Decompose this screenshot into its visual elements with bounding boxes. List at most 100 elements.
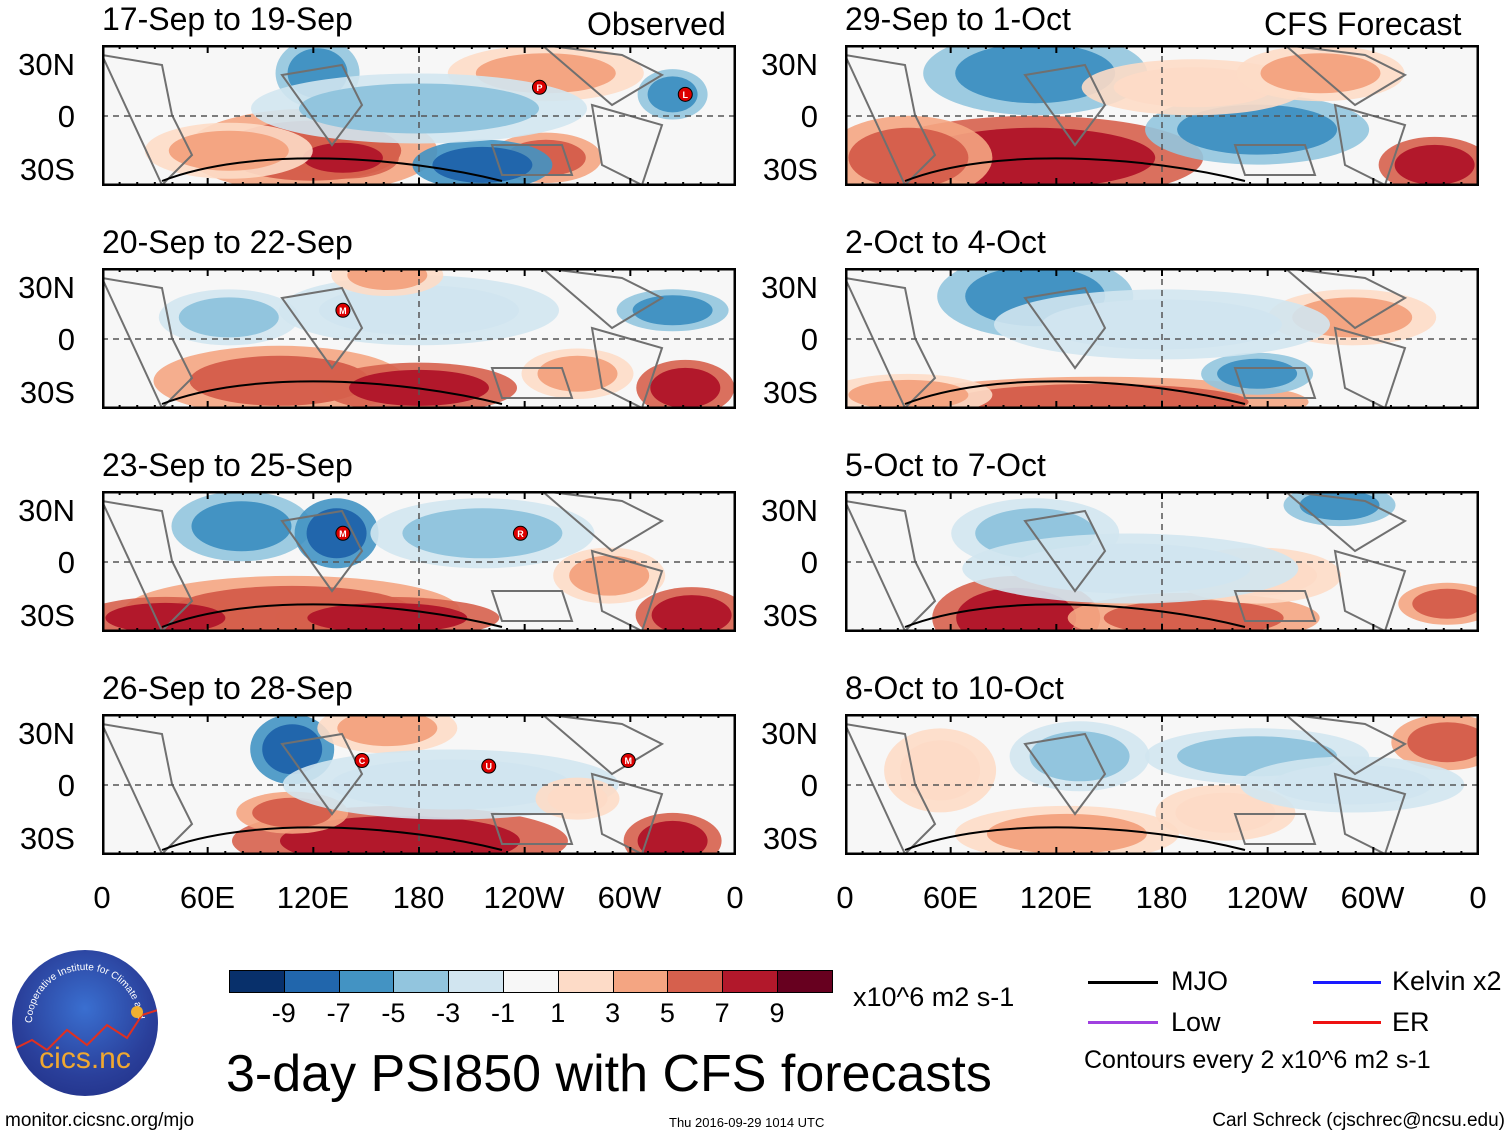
- anomaly-region: [1394, 144, 1475, 185]
- lon-label: 60W: [597, 880, 662, 915]
- tropical-cyclone-icon: U: [481, 758, 497, 774]
- lat-label: 30S: [19, 598, 75, 633]
- colorbar-tick-label: -9: [271, 998, 296, 1028]
- anomaly-region: [280, 815, 520, 855]
- legend-label-low: Low: [1171, 1007, 1221, 1037]
- panel-title: 29-Sep to 1-Oct: [845, 1, 1071, 37]
- anomaly-region: [650, 367, 721, 408]
- colorbar-swatch: [777, 970, 833, 993]
- mjo-contour: [161, 603, 503, 628]
- psi850-map-panel: [845, 491, 1479, 632]
- lat-label: 30S: [762, 821, 818, 856]
- lon-label: 120W: [483, 880, 565, 915]
- panel-title: 17-Sep to 19-Sep: [102, 1, 353, 37]
- lat-label: 0: [800, 545, 818, 580]
- storm-label: U: [485, 762, 492, 772]
- coastline: [1023, 286, 1107, 370]
- tropical-cyclone-icon: R: [512, 525, 528, 541]
- anomaly-region: [299, 83, 539, 134]
- colorbar-swatch: [229, 970, 285, 993]
- anomaly-region: [956, 587, 1077, 632]
- anomaly-region: [1175, 792, 1276, 833]
- colorbar-swatch: [667, 970, 724, 993]
- panel-title: 26-Sep to 28-Sep: [102, 670, 353, 706]
- coastline: [845, 53, 937, 186]
- coastline: [845, 722, 937, 855]
- lon-label: 60E: [922, 880, 979, 915]
- coastline: [540, 491, 665, 553]
- lat-label: 0: [57, 545, 75, 580]
- coastline: [1283, 491, 1408, 553]
- colorbar-swatch: [448, 970, 504, 993]
- coastline: [1233, 144, 1317, 176]
- colorbar-swatch: [722, 970, 778, 993]
- anomaly-region: [848, 127, 969, 186]
- lon-label: 60E: [179, 880, 236, 915]
- lon-label: 120E: [1019, 880, 1093, 915]
- tropical-cyclone-icon: C: [354, 753, 370, 769]
- colorbar-swatch: [393, 970, 450, 993]
- anomaly-region: [647, 76, 698, 113]
- storm-label: M: [339, 529, 347, 539]
- colorbar-units: x10^6 m2 s-1: [853, 982, 1015, 1012]
- tropical-cyclone-icon: M: [620, 753, 636, 769]
- main-title: 3-day PSI850 with CFS forecasts: [226, 1045, 992, 1103]
- colorbar-tick-label: 1: [550, 998, 566, 1028]
- lon-label: 120W: [1226, 880, 1308, 915]
- anomaly-region: [1029, 731, 1130, 782]
- footer-timestamp: Thu 2016-09-29 1014 UTC: [669, 1115, 825, 1130]
- coastline: [1283, 45, 1408, 107]
- coastline: [490, 144, 574, 176]
- colorbar-tick-label: 9: [769, 998, 785, 1028]
- lat-label: 0: [800, 322, 818, 357]
- coastline: [845, 499, 937, 632]
- legend-label-mjo: MJO: [1171, 966, 1228, 996]
- lon-label: 0: [1469, 880, 1487, 915]
- panel-title: 2-Oct to 4-Oct: [845, 224, 1046, 260]
- lon-label: 0: [93, 880, 111, 915]
- panel-title: 8-Oct to 10-Oct: [845, 670, 1064, 706]
- anomaly-region: [307, 602, 468, 632]
- storm-label: P: [536, 83, 542, 93]
- lat-label: 30N: [761, 270, 818, 305]
- tropical-cyclone-icon: M: [335, 302, 351, 318]
- legend-line-kelvin: [1313, 981, 1381, 984]
- lat-label: 0: [800, 99, 818, 134]
- anomaly-region: [1010, 543, 1251, 594]
- lat-label: 30N: [18, 47, 75, 82]
- lon-label: 0: [836, 880, 854, 915]
- tropical-cyclone-icon: P: [531, 79, 547, 95]
- panel-title: 23-Sep to 25-Sep: [102, 447, 353, 483]
- lat-label: 0: [800, 768, 818, 803]
- coastline: [1283, 268, 1408, 330]
- anomaly-region: [848, 379, 969, 409]
- cics-logo: Cooperative Institute for Climate and Sa…: [12, 950, 158, 1096]
- anomaly-region: [178, 297, 279, 338]
- anomaly-region: [191, 501, 292, 552]
- coastline: [102, 499, 194, 632]
- coastline: [845, 276, 937, 409]
- lon-label: 180: [1135, 880, 1188, 915]
- lon-label: 180: [392, 880, 445, 915]
- legend-label-er: ER: [1392, 1007, 1430, 1037]
- lat-label: 30N: [761, 493, 818, 528]
- psi850-map-panel: CUM: [102, 714, 736, 855]
- legend-line-low: [1088, 1021, 1158, 1024]
- anomaly-region: [537, 355, 618, 392]
- footer-url[interactable]: monitor.cicsnc.org/mjo: [5, 1110, 195, 1131]
- coastline: [1023, 732, 1107, 816]
- mjo-contour: [161, 380, 503, 405]
- lon-label: 60W: [1340, 880, 1405, 915]
- panel-title: 20-Sep to 22-Sep: [102, 224, 353, 260]
- anomaly-region: [986, 813, 1147, 854]
- lat-label: 30N: [761, 47, 818, 82]
- storm-label: L: [683, 90, 689, 100]
- coastline: [102, 722, 194, 855]
- anomaly-region: [347, 268, 428, 291]
- colorbar-tick-label: -5: [381, 998, 406, 1028]
- storm-label: M: [624, 756, 632, 766]
- lat-label: 30S: [19, 152, 75, 187]
- anomaly-region: [1260, 53, 1381, 94]
